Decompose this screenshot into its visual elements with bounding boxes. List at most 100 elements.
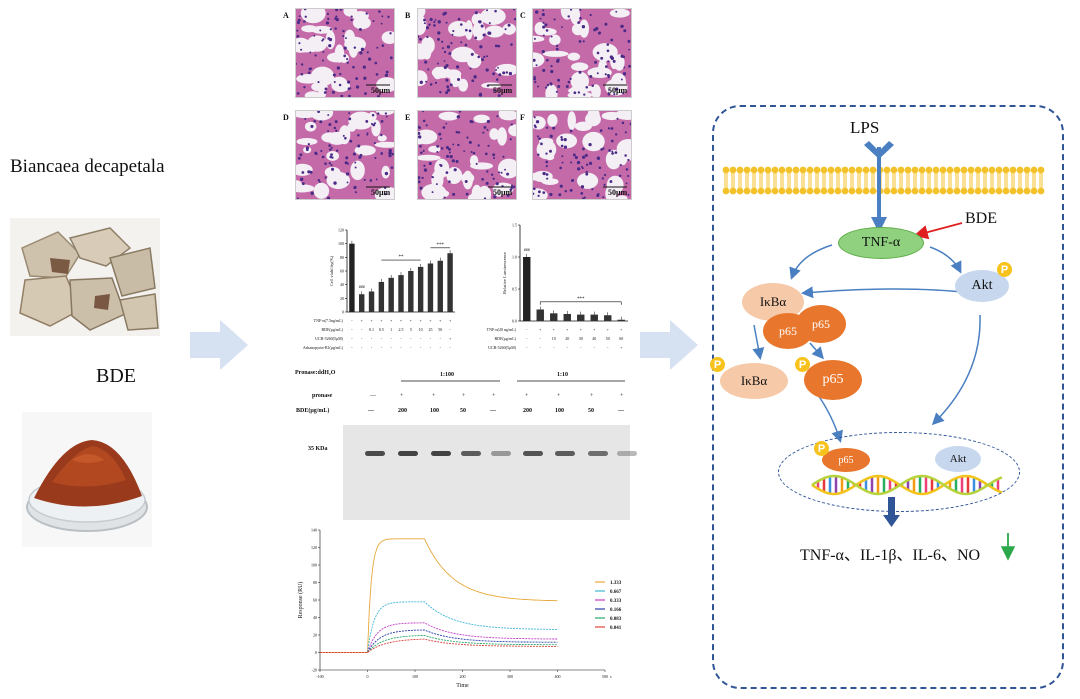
- condition-cell: -: [440, 345, 442, 350]
- bde-dose-cell: —: [618, 408, 624, 414]
- akt-node-label: Akt: [971, 278, 993, 293]
- legend-label: 0.041: [610, 626, 622, 631]
- condition-cell: 25: [428, 327, 432, 332]
- y-tick-label: 120: [338, 228, 344, 233]
- cell-boundary: [712, 105, 1064, 689]
- condition-cell: +: [566, 327, 569, 332]
- pronase-cell: +: [400, 393, 404, 399]
- x-tick-label: 200: [460, 674, 466, 679]
- bar: [550, 313, 558, 321]
- x-tick-label: 0: [367, 674, 369, 679]
- x-tick-label: 500: [602, 674, 608, 679]
- panel-letter-a: A: [283, 11, 289, 20]
- condition-cell: +: [429, 318, 432, 323]
- panel-letter-f: F: [520, 113, 525, 122]
- bar: [349, 243, 355, 312]
- condition-cell: +: [390, 318, 393, 323]
- condition-cell: +: [439, 318, 442, 323]
- bar: [368, 291, 375, 312]
- bar: [447, 253, 453, 312]
- condition-cell: +: [400, 318, 403, 323]
- y-tick-label: 60: [313, 598, 317, 603]
- histology-panel-f: [532, 110, 632, 200]
- gel-band: [523, 451, 543, 456]
- bar: [604, 315, 612, 321]
- condition-cell: -: [391, 336, 393, 341]
- panel-letter-b: B: [405, 11, 411, 20]
- luminescence-chart: 0.0 0.5 1.0 1.5 Relative Luminescence TNF-α(2…: [487, 223, 628, 350]
- p65-label-2: p65: [812, 316, 830, 331]
- bde-dose-cell: 50: [588, 408, 594, 414]
- condition-cell: 50: [438, 327, 442, 332]
- condition-cell: -: [420, 345, 422, 350]
- condition-cell: -: [540, 345, 542, 350]
- bde-row-label: BDE(μg/mL): [296, 408, 330, 414]
- bde-label: BDE: [96, 365, 136, 387]
- scale-bar-label: 50μm: [608, 86, 628, 95]
- p65-label-1: p65: [779, 323, 797, 338]
- condition-cell: 5: [410, 327, 412, 332]
- bde-dose-cell: 50: [460, 408, 466, 414]
- gel-band: [431, 451, 451, 456]
- y-axis-label: Relative Luminescence: [502, 252, 507, 294]
- condition-cell: -: [361, 336, 363, 341]
- legend-label: 0.667: [610, 590, 622, 595]
- bar: [590, 314, 598, 321]
- condition-cell: -: [567, 345, 569, 350]
- ikba-phospho-node: IκBα: [720, 363, 788, 399]
- spr-curve: [320, 538, 558, 653]
- x-axis-label: Time: [456, 683, 469, 689]
- akt-node: Akt: [955, 270, 1009, 302]
- condition-cell: -: [430, 336, 432, 341]
- tnf-node-label: TNF-α: [861, 235, 901, 250]
- condition-cell: -: [351, 318, 353, 323]
- y-tick-label: 100: [311, 563, 317, 568]
- sig-marker: ###: [359, 284, 365, 289]
- y-axis-label: Cell viability(%): [329, 255, 334, 286]
- ratio-1-label: 1:100: [440, 372, 454, 378]
- histology-panel-c: [532, 8, 632, 98]
- y-axis-label: Response (RU): [297, 582, 304, 619]
- condition-cell: +: [539, 327, 542, 332]
- marker-label: 35 KDa: [308, 446, 328, 452]
- condition-cell: -: [351, 327, 353, 332]
- condition-cell: 60: [619, 336, 623, 341]
- p65-free-node: p65: [804, 360, 862, 400]
- condition-cell: +: [580, 327, 583, 332]
- condition-cell: -: [540, 336, 542, 341]
- panel-letter-e: E: [405, 113, 411, 122]
- ikba-node-label: IκBα: [759, 294, 787, 309]
- bar: [577, 314, 585, 321]
- y-tick-label: 1.5: [512, 223, 517, 228]
- x-unit-label: s: [610, 674, 612, 679]
- condition-cell: -: [391, 345, 393, 350]
- condition-cell: -: [410, 345, 412, 350]
- scale-bar-label: 50μm: [371, 86, 391, 95]
- flow-arrow-left: [190, 320, 248, 370]
- condition-cell: -: [371, 345, 373, 350]
- condition-cell: +: [380, 318, 383, 323]
- bar: [523, 257, 531, 321]
- condition-cell: +: [420, 318, 423, 323]
- p65-phospho-icon: P: [795, 357, 810, 372]
- condition-row-label: Ashanopyrin-B1(μg/mL): [303, 345, 344, 350]
- condition-cell: -: [594, 345, 596, 350]
- receptor-stem: [877, 147, 881, 219]
- bar: [359, 294, 365, 312]
- powder-dish-image: [22, 412, 152, 547]
- condition-cell: -: [526, 327, 528, 332]
- condition-cell: -: [381, 345, 383, 350]
- bar: [417, 266, 424, 312]
- legend-label: 0.166: [610, 608, 622, 613]
- condition-cell: 1: [390, 327, 392, 332]
- legend-label: 0.083: [610, 617, 622, 622]
- condition-cell: 10: [552, 336, 556, 341]
- condition-cell: -: [371, 336, 373, 341]
- condition-cell: 0.1: [369, 327, 374, 332]
- gel-band: [491, 451, 511, 456]
- spr-sensorgram: -100 0 100 200 300 400 500 -20 0 20 40 60 80 100 120 14…: [297, 528, 622, 690]
- histology-panel-a: [295, 8, 395, 98]
- bde-pathway-label: BDE: [965, 210, 997, 227]
- condition-row-label: BDE(μg/mL): [322, 327, 344, 332]
- cell-viability-chart: 0 20 40 60 80 100 120 Cell viability(%) TNF-α(7.…: [303, 228, 455, 350]
